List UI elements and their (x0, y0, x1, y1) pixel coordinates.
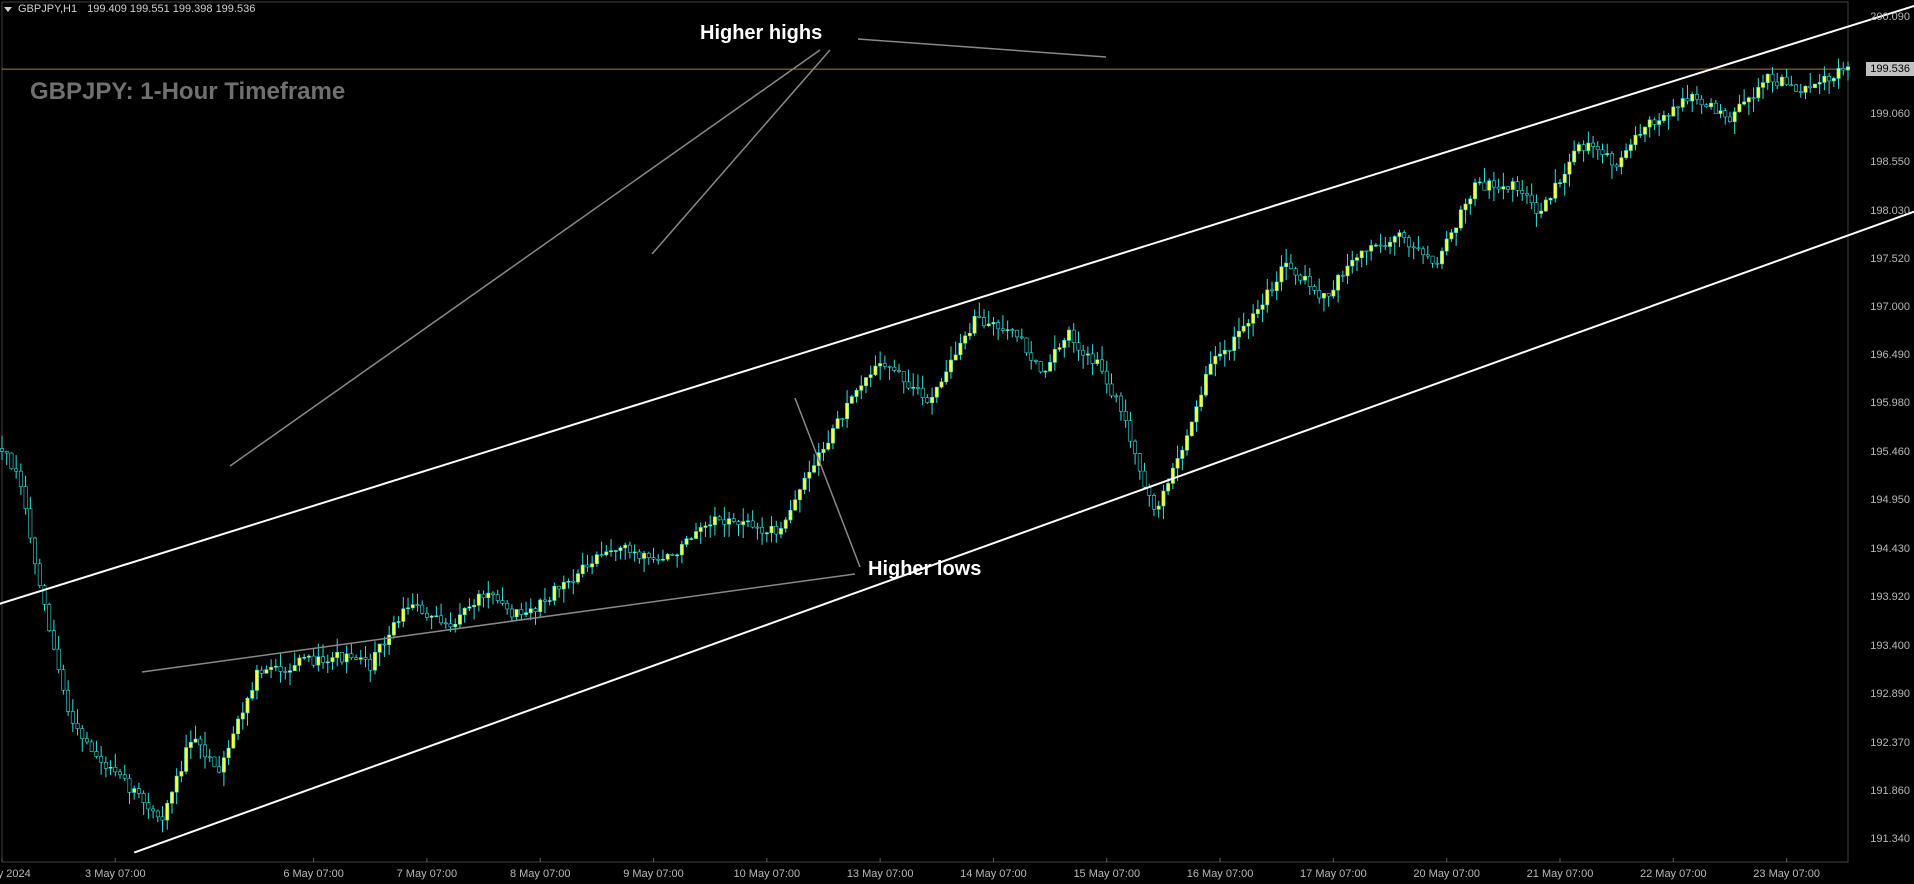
dropdown-icon[interactable] (4, 7, 12, 12)
x-tick: 7 May 07:00 (397, 868, 458, 880)
higher-highs-label: Higher highs (700, 22, 822, 45)
x-tick: 9 May 07:00 (623, 868, 684, 880)
y-tick: 191.340 (1870, 833, 1910, 845)
x-tick: 3 May 07:00 (85, 868, 146, 880)
x-tick: 13 May 07:00 (847, 868, 914, 880)
chart-container: GBPJPY,H1 199.409 199.551 199.398 199.53… (0, 0, 1914, 884)
current-price-box: 199.536 (1866, 62, 1914, 76)
y-tick: 200.090 (1870, 11, 1910, 23)
higher-lows-label: Higher lows (868, 558, 981, 581)
x-tick: 15 May 07:00 (1073, 868, 1140, 880)
y-tick: 194.950 (1870, 494, 1910, 506)
y-tick: 193.920 (1870, 591, 1910, 603)
y-tick: 191.860 (1870, 785, 1910, 797)
y-tick: 194.430 (1870, 543, 1910, 555)
x-tick: 2 May 2024 (0, 868, 31, 880)
y-tick: 196.490 (1870, 349, 1910, 361)
ohlc-label: 199.409 199.551 199.398 199.536 (87, 3, 255, 15)
y-tick: 192.370 (1870, 737, 1910, 749)
y-tick: 199.060 (1870, 108, 1910, 120)
symbol-label: GBPJPY,H1 (18, 3, 77, 15)
x-tick: 10 May 07:00 (734, 868, 801, 880)
x-tick: 22 May 07:00 (1640, 868, 1707, 880)
chart-svg[interactable] (0, 0, 1914, 884)
x-tick: 8 May 07:00 (510, 868, 571, 880)
y-tick: 198.550 (1870, 156, 1910, 168)
chart-header: GBPJPY,H1 199.409 199.551 199.398 199.53… (0, 0, 255, 18)
y-tick: 197.520 (1870, 253, 1910, 265)
x-tick: 20 May 07:00 (1413, 868, 1480, 880)
x-tick: 23 May 07:00 (1753, 868, 1820, 880)
time-axis: 2 May 2024 3 May 07:00 6 May 07:00 7 May 07… (0, 862, 1914, 884)
price-axis: 200.090 199.060 198.550 198.030 197.520 197.0… (1849, 0, 1914, 884)
y-tick: 193.400 (1870, 640, 1910, 652)
watermark-text: GBPJPY: 1-Hour Timeframe (30, 78, 345, 106)
y-tick: 192.890 (1870, 688, 1910, 700)
x-tick: 21 May 07:00 (1527, 868, 1594, 880)
x-tick: 6 May 07:00 (283, 868, 344, 880)
y-tick: 198.030 (1870, 205, 1910, 217)
y-tick: 195.980 (1870, 397, 1910, 409)
y-tick: 197.000 (1870, 301, 1910, 313)
x-tick: 17 May 07:00 (1300, 868, 1367, 880)
x-tick: 16 May 07:00 (1187, 868, 1254, 880)
y-tick: 195.460 (1870, 446, 1910, 458)
x-tick: 14 May 07:00 (960, 868, 1027, 880)
